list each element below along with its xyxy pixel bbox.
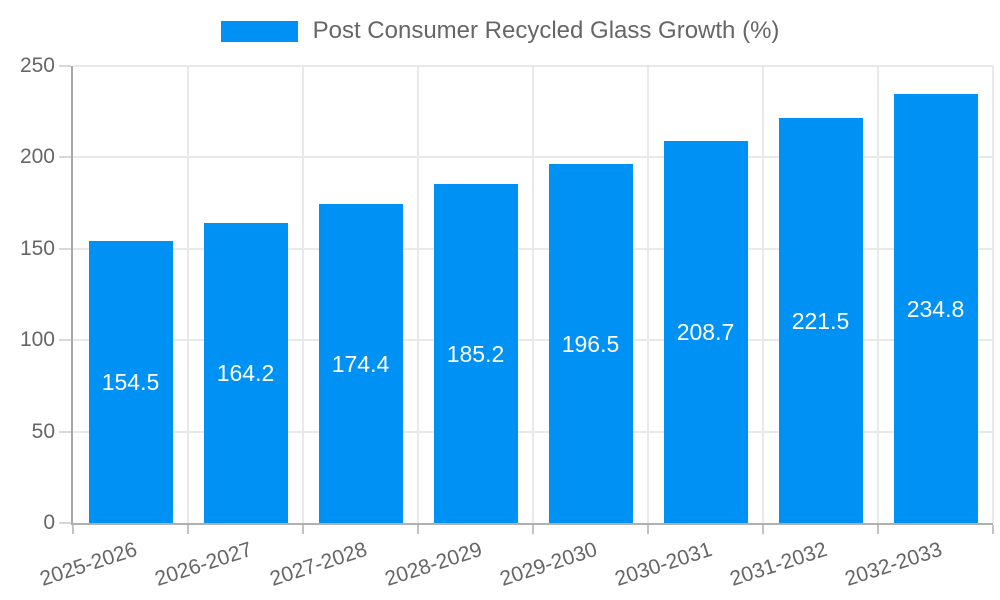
x-tick-mark: [992, 525, 994, 534]
y-tick-mark: [59, 522, 71, 524]
bar-value-label: 154.5: [101, 369, 160, 395]
x-gridline: [877, 66, 879, 523]
x-tick-mark: [302, 525, 304, 534]
x-tick-mark: [647, 525, 649, 534]
legend-label: Post Consumer Recycled Glass Growth (%): [312, 17, 780, 44]
bar[interactable]: 208.7: [663, 141, 748, 523]
plot-area: 0 50 100 150 200 250 154.5 2025-2026 164.2 2026-2…: [20, 54, 994, 591]
x-tick-mark: [72, 525, 74, 534]
x-gridline: [762, 66, 764, 523]
x-gridline: [187, 66, 189, 523]
y-axis-tick-label: 50: [31, 419, 55, 443]
bar-value-label: 174.4: [331, 350, 390, 377]
x-axis-tick-label: 2027-2028: [267, 537, 370, 591]
y-tick-mark: [59, 339, 71, 342]
x-axis-tick-label: 2026-2027: [152, 537, 255, 591]
y-tick-mark: [59, 430, 71, 433]
y-axis-tick-label: 200: [19, 145, 55, 169]
x-axis-tick-label: 2032-2033: [842, 537, 945, 591]
x-gridline: [302, 66, 304, 523]
x-gridline: [992, 66, 994, 523]
bar-value-label: 221.5: [791, 307, 850, 334]
bar[interactable]: 196.5: [548, 164, 633, 523]
bar[interactable]: 154.5: [88, 241, 173, 523]
bar[interactable]: 185.2: [433, 184, 518, 523]
x-gridline: [532, 66, 534, 523]
x-axis-tick-label: 2025-2026: [37, 537, 140, 591]
legend-swatch: [220, 20, 298, 42]
y-tick-mark: [59, 247, 71, 250]
bar[interactable]: 221.5: [778, 118, 863, 523]
y-axis-tick-label: 0: [43, 511, 55, 534]
bar[interactable]: 164.2: [203, 223, 288, 523]
y-axis-tick-label: 150: [19, 236, 55, 260]
x-axis-tick-label: 2031-2032: [727, 537, 830, 591]
x-axis-tick-label: 2030-2031: [612, 537, 715, 591]
x-axis-tick-label: 2029-2030: [497, 537, 600, 591]
x-tick-mark: [877, 525, 879, 534]
legend[interactable]: Post Consumer Recycled Glass Growth (%): [0, 16, 1000, 46]
y-axis-tick-label: 100: [19, 328, 55, 352]
x-tick-mark: [532, 525, 534, 534]
x-axis-tick-label: 2028-2029: [382, 537, 485, 591]
bar-value-label: 185.2: [446, 340, 505, 367]
bar-value-label: 208.7: [676, 319, 735, 345]
bar-value-label: 164.2: [216, 360, 275, 386]
x-tick-mark: [187, 525, 189, 534]
bar[interactable]: 234.8: [893, 94, 978, 523]
bar-value-label: 196.5: [561, 330, 620, 357]
y-tick-mark: [59, 65, 71, 67]
y-tick-mark: [59, 156, 71, 159]
bar-value-label: 234.8: [906, 295, 965, 322]
x-tick-mark: [417, 525, 419, 534]
bar[interactable]: 174.4: [318, 204, 403, 523]
x-tick-mark: [762, 525, 764, 534]
x-gridline: [647, 66, 649, 523]
x-gridline: [417, 66, 419, 523]
y-axis-tick-label: 250: [19, 54, 55, 77]
